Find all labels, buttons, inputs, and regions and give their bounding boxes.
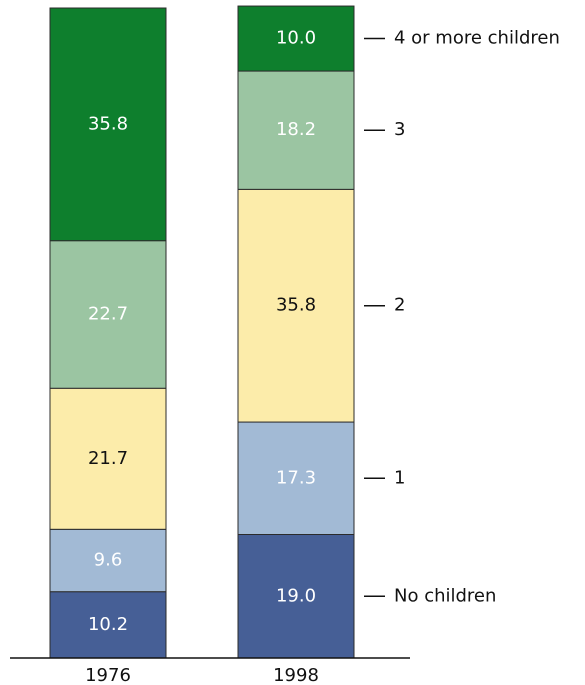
- bars-group: 10.2 9.6 21.7 22.7 35.8 19.0 17.3 35.8 18.2 10.0: [49, 5, 355, 659]
- bar-segment-1998-3: [237, 188, 355, 423]
- data-label-1976-5: 35.8: [88, 113, 128, 134]
- legend-label-5: 4 or more children: [394, 28, 560, 49]
- legend-label-2: 1: [394, 467, 405, 488]
- bar-segment-1976-4: [49, 240, 167, 389]
- bar-segment-1998-2: [237, 421, 355, 535]
- x-tick-label-1976: 1976: [85, 665, 131, 685]
- data-label-1976-4: 22.7: [88, 303, 128, 324]
- data-label-1998-3: 35.8: [276, 295, 316, 316]
- legend-label-3: 2: [394, 295, 405, 316]
- bar-segment-1998-5: [237, 5, 355, 72]
- legend: No children 1 2 3 4 or more children: [364, 28, 560, 606]
- bar-segment-1976-5: [49, 7, 167, 242]
- legend-label-4: 3: [394, 119, 405, 140]
- bar-segment-1976-1: [49, 591, 167, 659]
- data-label-1998-2: 17.3: [276, 467, 316, 488]
- data-label-1976-1: 10.2: [88, 614, 128, 635]
- data-label-1998-5: 10.0: [276, 28, 316, 49]
- bar-segment-1998-1: [237, 534, 355, 659]
- data-label-1976-3: 21.7: [88, 448, 128, 469]
- x-tick-label-1998: 1998: [273, 665, 319, 685]
- data-label-1976-2: 9.6: [94, 550, 123, 571]
- data-label-1998-1: 19.0: [276, 585, 316, 606]
- bar-segment-1976-2: [49, 528, 167, 593]
- legend-label-1: No children: [394, 585, 496, 606]
- x-axis-tick-labels: 1976 1998: [85, 665, 319, 685]
- bar-segment-1998-4: [237, 70, 355, 190]
- data-label-1998-4: 18.2: [276, 119, 316, 140]
